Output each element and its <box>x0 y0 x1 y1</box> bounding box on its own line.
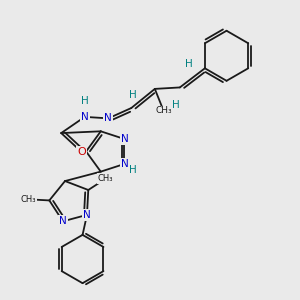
Text: H: H <box>172 100 179 110</box>
Text: N: N <box>81 112 88 122</box>
Text: N: N <box>121 159 128 169</box>
Text: CH₃: CH₃ <box>155 106 172 116</box>
Text: CH₃: CH₃ <box>98 174 113 183</box>
Text: N: N <box>59 216 67 226</box>
Text: H: H <box>81 96 88 106</box>
Text: H: H <box>129 90 136 100</box>
Text: N: N <box>83 210 91 220</box>
Text: N: N <box>104 113 112 123</box>
Text: CH₃: CH₃ <box>21 195 37 204</box>
Text: N: N <box>121 134 128 144</box>
Text: H: H <box>129 165 137 175</box>
Text: H: H <box>185 59 193 69</box>
Text: O: O <box>77 147 86 157</box>
